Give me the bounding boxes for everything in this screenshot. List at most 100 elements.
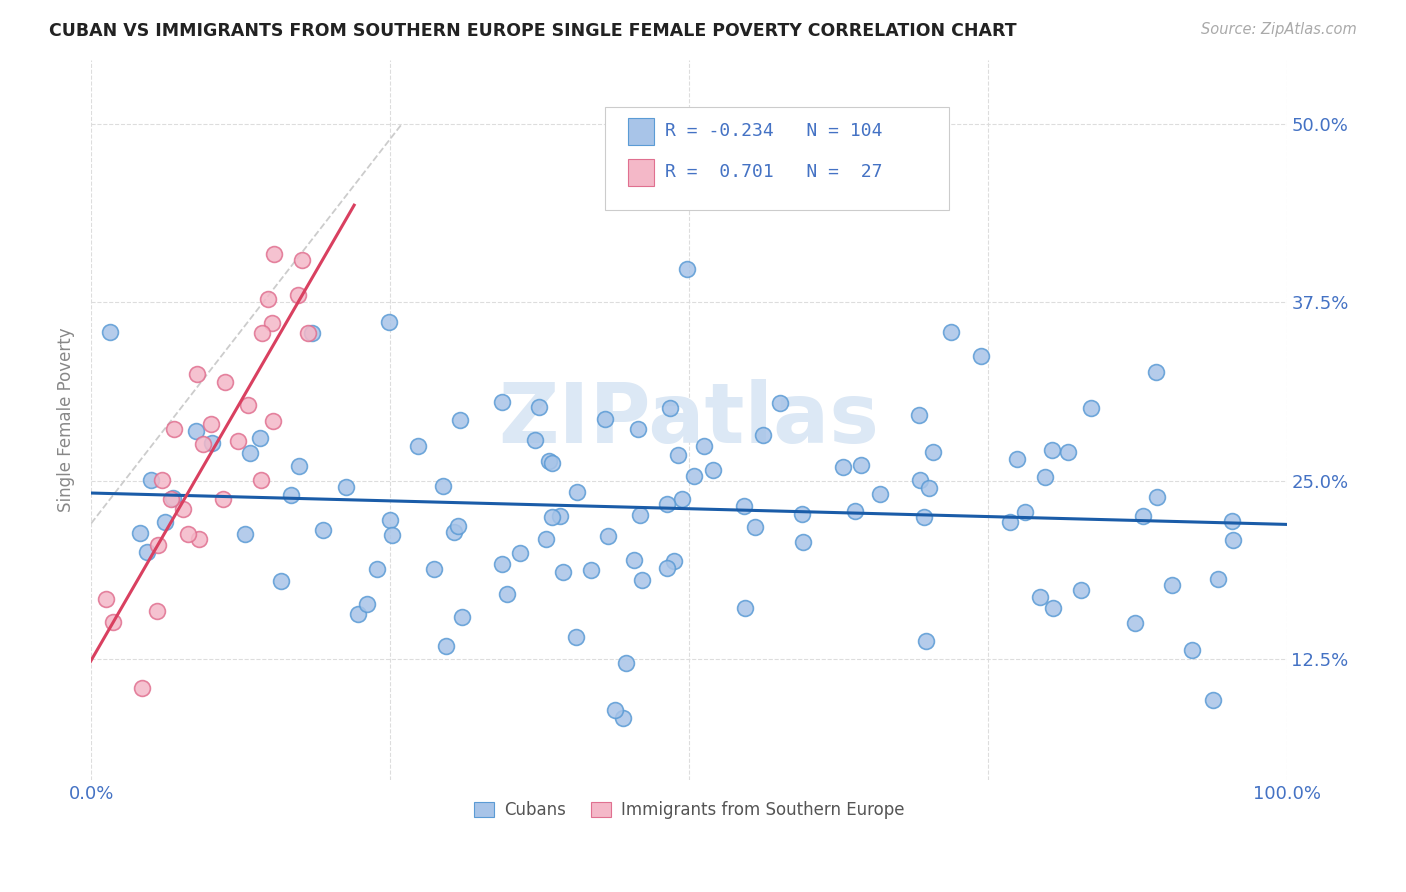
- Point: [612, 710, 634, 724]
- Point: [1033, 470, 1056, 484]
- Point: [263, 246, 285, 260]
- Point: [252, 326, 274, 341]
- Text: R = -0.234   N = 104: R = -0.234 N = 104: [665, 122, 883, 140]
- Point: [152, 474, 174, 488]
- Point: [541, 456, 564, 470]
- Point: [908, 473, 931, 487]
- Point: [380, 513, 402, 527]
- Point: [541, 510, 564, 524]
- Point: [538, 454, 561, 468]
- Point: [1181, 642, 1204, 657]
- Point: [792, 535, 814, 549]
- Point: [523, 433, 546, 447]
- Point: [177, 527, 200, 541]
- Point: [614, 656, 637, 670]
- Point: [163, 421, 186, 435]
- Point: [491, 557, 513, 571]
- Point: [1206, 572, 1229, 586]
- Point: [658, 401, 681, 415]
- Point: [262, 414, 284, 428]
- Point: [406, 439, 429, 453]
- Point: [1007, 451, 1029, 466]
- Point: [201, 436, 224, 450]
- Point: [172, 501, 194, 516]
- Point: [655, 561, 678, 575]
- Point: [598, 529, 620, 543]
- Point: [1056, 445, 1078, 459]
- Point: [914, 634, 936, 648]
- Point: [301, 326, 323, 340]
- Point: [922, 445, 945, 459]
- Text: R =  0.701   N =  27: R = 0.701 N = 27: [665, 163, 883, 181]
- Point: [655, 497, 678, 511]
- Point: [912, 509, 935, 524]
- Point: [148, 538, 170, 552]
- Point: [595, 411, 617, 425]
- Point: [270, 574, 292, 588]
- Point: [291, 252, 314, 267]
- Point: [1028, 590, 1050, 604]
- Point: [287, 287, 309, 301]
- Point: [356, 598, 378, 612]
- Point: [200, 417, 222, 431]
- Point: [628, 508, 651, 522]
- Point: [603, 703, 626, 717]
- Point: [233, 527, 256, 541]
- Text: ZIPatlas: ZIPatlas: [498, 379, 879, 460]
- Point: [1040, 443, 1063, 458]
- Point: [187, 532, 209, 546]
- Point: [970, 349, 993, 363]
- Point: [491, 395, 513, 409]
- Point: [565, 485, 588, 500]
- Point: [239, 446, 262, 460]
- Point: [534, 533, 557, 547]
- Point: [139, 473, 162, 487]
- Legend: Cubans, Immigrants from Southern Europe: Cubans, Immigrants from Southern Europe: [467, 795, 911, 826]
- Point: [280, 488, 302, 502]
- Point: [790, 507, 813, 521]
- Point: [1132, 509, 1154, 524]
- Point: [312, 523, 335, 537]
- Point: [249, 431, 271, 445]
- Point: [1202, 692, 1225, 706]
- Point: [623, 553, 645, 567]
- Point: [378, 315, 401, 329]
- Point: [191, 436, 214, 450]
- Point: [832, 460, 855, 475]
- Point: [129, 525, 152, 540]
- Point: [733, 500, 755, 514]
- Point: [527, 401, 550, 415]
- Point: [432, 479, 454, 493]
- Point: [579, 562, 602, 576]
- Point: [153, 516, 176, 530]
- Point: [262, 317, 284, 331]
- Point: [162, 491, 184, 506]
- Point: [1146, 365, 1168, 379]
- Point: [692, 439, 714, 453]
- Point: [1123, 615, 1146, 630]
- Point: [662, 554, 685, 568]
- Point: [1146, 490, 1168, 504]
- Point: [131, 681, 153, 695]
- Point: [550, 508, 572, 523]
- Point: [908, 409, 931, 423]
- Point: [676, 262, 699, 277]
- Point: [918, 481, 941, 495]
- Text: Source: ZipAtlas.com: Source: ZipAtlas.com: [1201, 22, 1357, 37]
- Point: [287, 459, 309, 474]
- Point: [1042, 600, 1064, 615]
- Point: [250, 473, 273, 487]
- Point: [451, 609, 474, 624]
- Point: [631, 574, 654, 588]
- Point: [1220, 514, 1243, 528]
- Point: [236, 398, 259, 412]
- Point: [752, 427, 775, 442]
- Point: [939, 326, 962, 340]
- Point: [744, 520, 766, 534]
- Point: [1080, 401, 1102, 416]
- Point: [94, 591, 117, 606]
- Point: [851, 458, 873, 472]
- Point: [1161, 578, 1184, 592]
- Point: [335, 480, 357, 494]
- Point: [447, 519, 470, 533]
